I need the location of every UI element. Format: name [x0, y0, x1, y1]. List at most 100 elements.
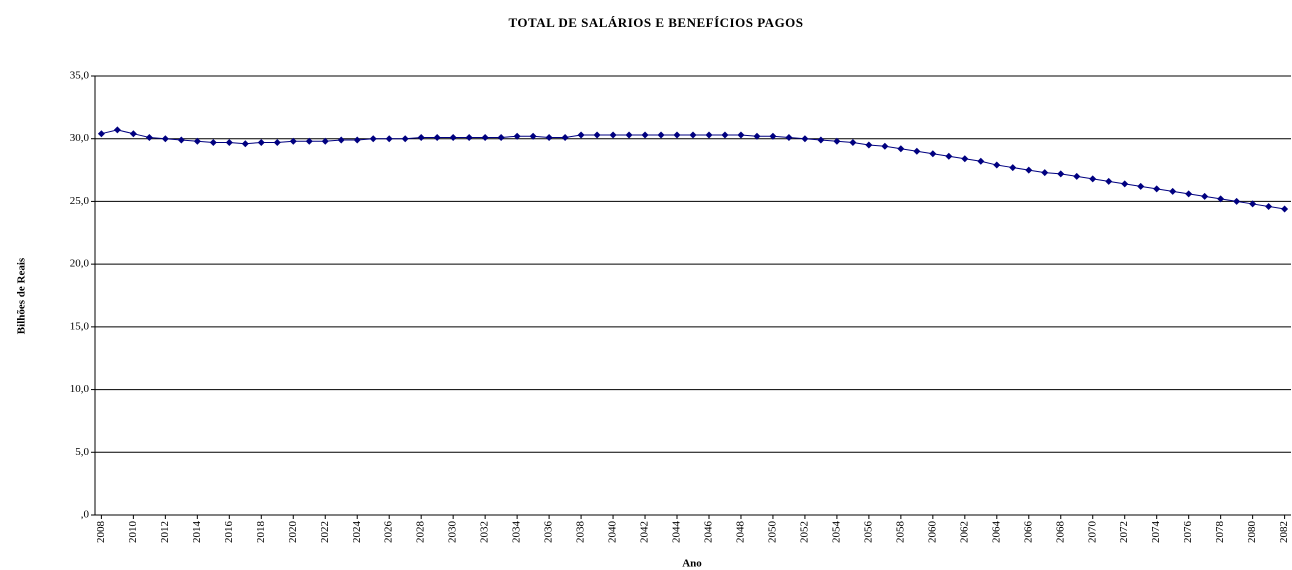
x-tick-label: 2018: [255, 521, 267, 544]
x-tick-label: 2048: [734, 521, 746, 544]
y-tick-label: 15,0: [70, 320, 90, 332]
x-tick-label: 2082: [1278, 521, 1290, 543]
x-tick-label: 2026: [383, 521, 395, 544]
data-marker: [929, 150, 937, 158]
data-marker: [609, 131, 617, 139]
data-marker: [1249, 200, 1257, 208]
data-marker: [913, 147, 921, 155]
x-tick-label: 2014: [191, 521, 203, 544]
data-marker: [753, 132, 761, 140]
data-marker: [833, 137, 841, 145]
data-marker: [849, 138, 857, 146]
data-marker: [209, 138, 217, 146]
data-marker: [977, 157, 985, 165]
data-marker: [721, 131, 729, 139]
data-marker: [577, 131, 585, 139]
x-tick-label: 2052: [798, 521, 810, 543]
data-marker: [1153, 185, 1161, 193]
x-tick-label: 2010: [127, 521, 139, 544]
data-marker: [689, 131, 697, 139]
data-marker: [193, 137, 201, 145]
x-tick-label: 2064: [990, 521, 1002, 544]
data-marker: [961, 155, 969, 163]
x-tick-label: 2080: [1246, 521, 1258, 544]
data-marker: [1009, 164, 1017, 172]
data-marker: [1057, 170, 1065, 178]
data-marker: [465, 133, 473, 141]
x-tick-label: 2060: [926, 521, 938, 544]
data-marker: [1121, 180, 1129, 188]
data-marker: [1185, 190, 1193, 198]
data-marker: [1233, 197, 1241, 205]
data-marker: [673, 131, 681, 139]
x-tick-label: 2012: [159, 521, 171, 543]
chart-title: TOTAL DE SALÁRIOS E BENEFÍCIOS PAGOS: [508, 15, 803, 30]
data-marker: [817, 136, 825, 144]
y-tick-label: ,0: [81, 509, 90, 521]
data-marker: [1073, 172, 1081, 180]
x-tick-label: 2034: [511, 521, 523, 544]
x-tick-label: 2068: [1054, 521, 1066, 544]
x-tick-label: 2042: [639, 521, 651, 543]
data-marker: [561, 133, 569, 141]
data-marker: [737, 131, 745, 139]
x-tick-label: 2016: [223, 521, 235, 544]
x-tick-label: 2022: [319, 521, 331, 543]
x-tick-label: 2066: [1022, 521, 1034, 544]
x-tick-label: 2046: [703, 521, 715, 544]
data-marker: [625, 131, 633, 139]
x-axis-title: Ano: [682, 558, 702, 570]
data-marker: [177, 136, 185, 144]
x-tick-label: 2028: [415, 521, 427, 544]
x-tick-label: 2078: [1214, 521, 1226, 544]
data-marker: [1217, 195, 1225, 203]
data-marker: [641, 131, 649, 139]
data-marker: [433, 133, 441, 141]
x-tick-label: 2038: [575, 521, 587, 544]
x-tick-label: 2036: [543, 521, 555, 544]
x-tick-label: 2032: [479, 521, 491, 543]
data-marker: [337, 136, 345, 144]
x-tick-label: 2050: [766, 521, 778, 544]
x-tick-label: 2044: [671, 521, 683, 544]
data-marker: [1089, 175, 1097, 183]
y-tick-label: 30,0: [70, 132, 90, 144]
data-marker: [305, 137, 313, 145]
data-marker: [321, 137, 329, 145]
data-marker: [1137, 182, 1145, 190]
data-marker: [161, 135, 169, 143]
data-marker: [481, 133, 489, 141]
data-marker: [785, 133, 793, 141]
data-marker: [881, 142, 889, 150]
data-marker: [497, 133, 505, 141]
y-tick-label: 10,0: [70, 383, 90, 395]
data-marker: [97, 130, 105, 138]
data-marker: [705, 131, 713, 139]
data-marker: [225, 138, 233, 146]
data-marker: [401, 135, 409, 143]
y-axis-title: Bilhões de Reais: [16, 257, 28, 334]
x-tick-label: 2020: [287, 521, 299, 544]
data-marker: [241, 140, 249, 148]
data-marker: [289, 137, 297, 145]
data-marker: [1265, 202, 1273, 210]
data-marker: [417, 133, 425, 141]
data-marker: [1105, 177, 1113, 185]
x-tick-label: 2070: [1086, 521, 1098, 544]
data-marker: [385, 135, 393, 143]
data-marker: [369, 135, 377, 143]
data-marker: [593, 131, 601, 139]
x-tick-label: 2030: [447, 521, 459, 544]
y-tick-label: 25,0: [70, 195, 90, 207]
x-tick-label: 2054: [830, 521, 842, 544]
x-tick-label: 2058: [894, 521, 906, 544]
x-tick-label: 2024: [351, 521, 363, 544]
data-marker: [529, 132, 537, 140]
data-marker: [945, 152, 953, 160]
data-marker: [769, 132, 777, 140]
x-tick-label: 2008: [95, 521, 107, 544]
x-tick-label: 2040: [607, 521, 619, 544]
data-marker: [865, 141, 873, 149]
data-marker: [1281, 205, 1289, 213]
